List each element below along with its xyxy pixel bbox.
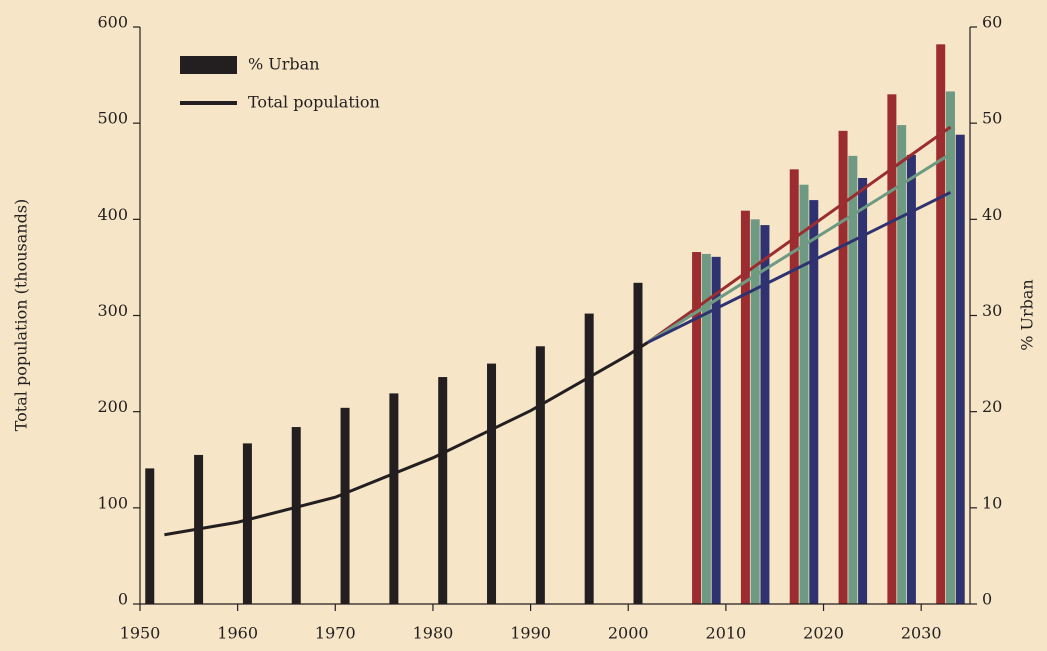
y2-tick-label: 0 [982, 590, 992, 609]
y2-tick-label: 60 [982, 13, 1002, 32]
line [646, 125, 952, 344]
bar [711, 256, 721, 604]
line [164, 341, 649, 537]
bar [701, 253, 711, 604]
legend-swatch [180, 56, 237, 74]
bar [789, 169, 799, 604]
bar [936, 44, 946, 605]
bar [145, 468, 155, 604]
bar [955, 134, 965, 604]
y-tick-label: 200 [97, 397, 128, 416]
y-tick-label: 500 [97, 109, 128, 128]
y-tick-label: 100 [97, 493, 128, 512]
line [646, 152, 952, 344]
bar [584, 313, 594, 604]
x-tick-label: 1980 [413, 624, 454, 643]
x-tick-label: 2030 [901, 624, 942, 643]
bar [848, 155, 858, 604]
x-tick-label: 1990 [510, 624, 551, 643]
x-tick-label: 2020 [803, 624, 844, 643]
y2-tick-label: 30 [982, 301, 1002, 320]
x-tick-label: 1960 [217, 624, 258, 643]
bar [858, 177, 868, 604]
y2-axis-label: % Urban [1018, 279, 1037, 351]
legend-label: Total population [248, 93, 380, 112]
bar [340, 407, 350, 604]
bar [760, 225, 770, 604]
x-tick-label: 1950 [120, 624, 161, 643]
bar [291, 427, 301, 604]
bar [750, 219, 760, 605]
line [647, 191, 952, 344]
y2-tick-label: 20 [982, 397, 1002, 416]
x-tick-label: 2010 [706, 624, 747, 643]
bar [897, 125, 907, 604]
y2-tick-label: 10 [982, 493, 1002, 512]
x-tick-label: 2000 [608, 624, 649, 643]
bar [809, 200, 819, 604]
legend-label: % Urban [248, 55, 320, 74]
bar [692, 252, 702, 604]
bar [838, 130, 848, 605]
bar [487, 363, 497, 604]
bar [438, 377, 448, 604]
y-axis-label: Total population (thousands) [12, 199, 31, 432]
y-tick-label: 0 [118, 590, 128, 609]
bar [242, 443, 252, 604]
bar [906, 154, 916, 604]
y-tick-label: 400 [97, 205, 128, 224]
bar [633, 282, 643, 604]
bar [740, 210, 750, 604]
bar [887, 94, 897, 605]
x-tick-label: 1970 [315, 624, 356, 643]
y2-tick-label: 40 [982, 205, 1002, 224]
bar [389, 393, 399, 604]
bar [799, 184, 809, 605]
bar [945, 91, 955, 605]
y2-tick-label: 50 [982, 109, 1002, 128]
y-tick-label: 600 [97, 13, 128, 32]
y-tick-label: 300 [97, 301, 128, 320]
bar [535, 346, 545, 604]
